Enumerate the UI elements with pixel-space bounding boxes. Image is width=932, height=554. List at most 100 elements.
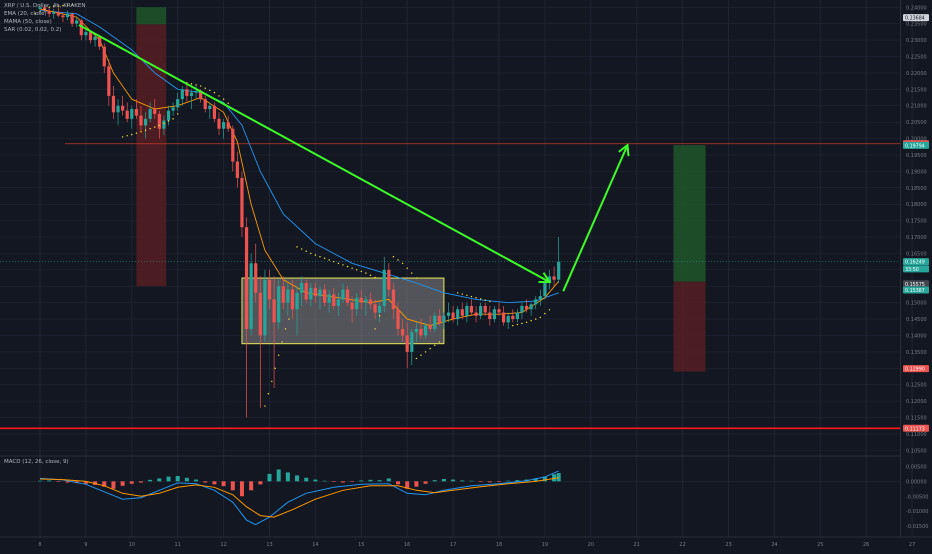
- sar-dot: [466, 294, 468, 296]
- position-left-stop-zone: [136, 24, 167, 287]
- y-tick-label: 0.11500: [906, 416, 927, 422]
- macd-y-tick-label: -0.01000: [906, 509, 928, 515]
- sar-dot: [314, 254, 317, 256]
- sar-dot: [337, 262, 340, 264]
- candle-body: [116, 105, 120, 113]
- price-marker-label: 0.15387: [905, 288, 925, 294]
- legend-mama[interactable]: MAMA (50, close): [4, 19, 52, 25]
- sar-dot: [516, 323, 519, 326]
- sar-dot: [131, 133, 133, 136]
- sar-dot: [222, 98, 225, 100]
- macd-histogram-bar: [138, 481, 143, 483]
- candle-body: [359, 297, 363, 303]
- macd-histogram-bar: [506, 480, 511, 482]
- candle-body: [212, 105, 217, 119]
- x-tick-label: 10: [129, 542, 135, 548]
- macd-histogram-bar: [396, 481, 401, 485]
- y-tick-label: 0.10500: [906, 448, 927, 454]
- price-marker-label: 0.11173: [905, 426, 925, 432]
- macd-histogram-bar: [239, 481, 244, 497]
- candle-body: [401, 328, 405, 336]
- candle-body: [38, 7, 42, 9]
- candle-body: [483, 305, 487, 313]
- x-tick-label: 16: [404, 542, 410, 548]
- macd-histogram-bar: [295, 475, 300, 482]
- candle-body: [125, 110, 129, 119]
- candle-body: [134, 109, 138, 116]
- macd-histogram-bar: [340, 481, 345, 483]
- sar-dot: [158, 124, 161, 127]
- candle-body: [501, 312, 506, 323]
- macd-histogram-bar: [212, 481, 217, 485]
- candle-body: [318, 289, 322, 297]
- candle-body: [405, 335, 409, 352]
- sar-dot: [284, 328, 287, 330]
- sar-dot: [438, 341, 441, 343]
- sar-dot: [378, 315, 381, 317]
- macd-histogram-bar: [359, 480, 364, 482]
- y-tick-label: 0.21000: [906, 104, 927, 110]
- candle-body: [263, 279, 267, 336]
- candle-body: [290, 289, 295, 310]
- sar-dot: [535, 318, 537, 320]
- x-tick-label: 12: [220, 542, 226, 548]
- macd-histogram-bar: [497, 481, 501, 482]
- candle-body: [254, 263, 258, 293]
- sar-dot: [351, 267, 353, 269]
- macd-histogram-bar: [487, 481, 492, 483]
- sar-dot: [154, 126, 156, 128]
- candle-body: [286, 289, 290, 303]
- candle-body: [52, 12, 56, 14]
- candle-body: [176, 99, 180, 108]
- candle-body: [419, 328, 423, 336]
- y-tick-label: 0.18000: [906, 202, 927, 208]
- y-tick-label: 0.20500: [906, 120, 927, 126]
- macd-histogram-bar: [451, 479, 456, 482]
- sar-dot: [163, 122, 165, 124]
- candle-body: [364, 299, 368, 303]
- candle-body: [373, 304, 377, 313]
- candle-body: [488, 312, 492, 320]
- sar-dot: [288, 318, 290, 320]
- y-tick-label: 0.17500: [906, 219, 927, 225]
- macd-histogram-bar: [249, 481, 254, 491]
- candle-body: [272, 299, 276, 323]
- candle-body: [414, 328, 418, 333]
- sar-dot: [319, 256, 321, 258]
- candle-body: [382, 269, 386, 306]
- x-tick-label: 25: [817, 542, 823, 548]
- sar-dot: [424, 351, 427, 353]
- sar-dot: [456, 292, 459, 294]
- sar-dot: [274, 367, 276, 370]
- candle-body: [479, 305, 483, 316]
- candle-body: [70, 13, 74, 24]
- sar-dot: [149, 128, 151, 130]
- candle-body: [547, 276, 552, 283]
- position-left-target-zone: [136, 7, 167, 25]
- sar-dot: [144, 129, 147, 132]
- candle-body: [511, 315, 515, 320]
- legend-macd[interactable]: MACD (12, 26, close, 9): [4, 459, 69, 465]
- price-marker-bg: [903, 141, 929, 149]
- sar-dot: [140, 131, 142, 133]
- sar-dot: [484, 299, 486, 301]
- y-tick-label: 0.15000: [906, 301, 927, 307]
- macd-histogram-bar: [552, 474, 557, 482]
- candle-body: [456, 309, 460, 320]
- legend-ema[interactable]: EMA (20, close): [4, 11, 47, 17]
- sar-dot: [213, 91, 216, 94]
- candle-body: [474, 312, 478, 316]
- candle-body: [139, 115, 143, 126]
- macd-histogram-bar: [221, 481, 226, 487]
- sar-dot: [525, 321, 528, 324]
- x-tick-label: 23: [725, 542, 731, 548]
- legend-symbol[interactable]: XRP / U.S. Dollar, 4h, KRAKEN: [4, 3, 86, 9]
- sar-dot: [346, 265, 349, 268]
- macd-histogram-bar: [102, 481, 107, 487]
- legend-sar[interactable]: SAR (0.02, 0.02, 0.2): [4, 27, 62, 33]
- y-tick-label: 0.23500: [906, 22, 927, 28]
- candle-body: [231, 128, 235, 162]
- candle-body: [79, 20, 83, 36]
